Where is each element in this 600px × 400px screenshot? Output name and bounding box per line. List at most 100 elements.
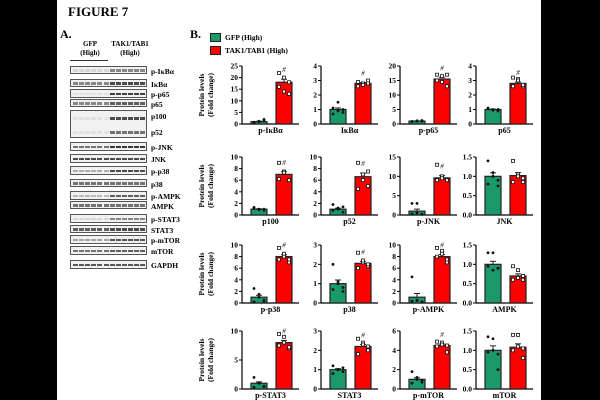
blot-band bbox=[134, 117, 139, 120]
blot-band bbox=[85, 194, 91, 197]
chart-title: mTOR bbox=[493, 391, 517, 400]
blot-label: GAPDH bbox=[151, 261, 179, 270]
blot-band bbox=[85, 217, 91, 220]
blot-strip bbox=[70, 79, 147, 87]
data-point bbox=[445, 72, 449, 77]
data-point bbox=[486, 182, 490, 186]
blot-label: p-p65 bbox=[151, 90, 170, 99]
blot-band bbox=[109, 69, 115, 72]
group-name: TAK1/TAB1 bbox=[111, 40, 149, 48]
blot-strip bbox=[70, 110, 147, 138]
blot-band bbox=[79, 102, 85, 105]
y-tick-label: 0.5 bbox=[463, 191, 473, 200]
data-point bbox=[341, 210, 345, 214]
data-point bbox=[410, 381, 414, 385]
blot-band bbox=[115, 182, 121, 185]
blot-band bbox=[103, 228, 109, 231]
data-point bbox=[252, 120, 256, 124]
blot-band bbox=[79, 117, 85, 120]
data-point bbox=[336, 100, 340, 104]
data-point bbox=[440, 342, 444, 347]
data-point bbox=[257, 119, 261, 123]
blot-band bbox=[73, 131, 78, 134]
data-point bbox=[435, 78, 439, 83]
blot-strip bbox=[70, 191, 147, 200]
blot-band bbox=[115, 194, 121, 197]
blot-band bbox=[121, 69, 127, 72]
blot-band bbox=[140, 182, 146, 185]
blot-band bbox=[97, 117, 103, 120]
blot-band bbox=[109, 194, 115, 197]
data-point bbox=[415, 376, 419, 379]
y-tick-label: 2 bbox=[392, 287, 396, 296]
blot-band bbox=[140, 249, 146, 252]
blot-band bbox=[121, 145, 127, 148]
blot-band bbox=[91, 145, 97, 148]
data-point bbox=[257, 208, 261, 212]
blot-band bbox=[134, 217, 139, 220]
data-point bbox=[445, 343, 449, 348]
y-tick-label: 1 bbox=[313, 105, 317, 114]
y-tick-label: 1.0 bbox=[463, 346, 473, 355]
data-point bbox=[282, 334, 286, 339]
significance-mark: # bbox=[282, 327, 286, 335]
blot-band bbox=[79, 145, 85, 148]
data-point bbox=[486, 335, 490, 339]
blot-band bbox=[140, 263, 146, 266]
blot-band bbox=[85, 145, 91, 148]
blot-band bbox=[73, 228, 78, 231]
blot-band bbox=[85, 69, 91, 72]
data-point bbox=[410, 370, 414, 373]
data-point bbox=[331, 208, 335, 212]
legend-label: TAK1/TAB1 (High) bbox=[225, 46, 288, 55]
blot-band bbox=[97, 131, 103, 134]
y-tick-label: 2 bbox=[313, 91, 317, 100]
significance-mark: # bbox=[361, 70, 365, 78]
data-point bbox=[341, 108, 345, 111]
blot-band bbox=[134, 157, 139, 160]
blot-band bbox=[79, 194, 85, 197]
data-point bbox=[331, 112, 335, 116]
data-point bbox=[341, 286, 345, 289]
blot-band bbox=[103, 238, 109, 241]
blot-band bbox=[140, 117, 146, 120]
y-tick-label: 8 bbox=[392, 252, 396, 261]
blot-band bbox=[109, 249, 115, 252]
blot-band bbox=[91, 263, 97, 266]
data-point bbox=[361, 178, 365, 183]
data-point bbox=[366, 348, 370, 353]
data-point bbox=[521, 274, 525, 278]
y-tick-label: 4 bbox=[392, 346, 396, 355]
chart-title: p-AMPK bbox=[413, 305, 445, 314]
chart-title: STAT3 bbox=[338, 391, 362, 400]
y-tick-label: 6 bbox=[392, 327, 396, 336]
data-point bbox=[445, 257, 449, 262]
blot-band bbox=[127, 92, 133, 95]
chart-title: p100 bbox=[262, 217, 278, 226]
blot-band bbox=[97, 157, 103, 160]
data-point bbox=[435, 178, 439, 183]
data-point bbox=[331, 203, 335, 206]
blot-band bbox=[127, 194, 133, 197]
chart-title: p-JNK bbox=[417, 217, 441, 226]
blot-band bbox=[121, 217, 127, 220]
blot-band bbox=[121, 102, 127, 105]
blot-band bbox=[79, 69, 85, 72]
data-point bbox=[277, 71, 281, 75]
data-point bbox=[282, 75, 286, 80]
blot-band bbox=[103, 217, 109, 220]
chart-title: p38 bbox=[343, 305, 355, 314]
data-point bbox=[415, 211, 419, 215]
y-axis-label: Protein levels bbox=[197, 164, 206, 207]
blot-band bbox=[109, 117, 115, 120]
y-tick-label: 1 bbox=[468, 105, 472, 114]
data-point bbox=[435, 344, 439, 349]
blot-label: p65 bbox=[151, 100, 163, 109]
blot-band bbox=[115, 204, 121, 207]
data-point bbox=[277, 160, 281, 165]
blot-band bbox=[134, 263, 139, 266]
data-point bbox=[491, 348, 495, 352]
data-point bbox=[287, 257, 291, 262]
data-point bbox=[331, 262, 335, 266]
